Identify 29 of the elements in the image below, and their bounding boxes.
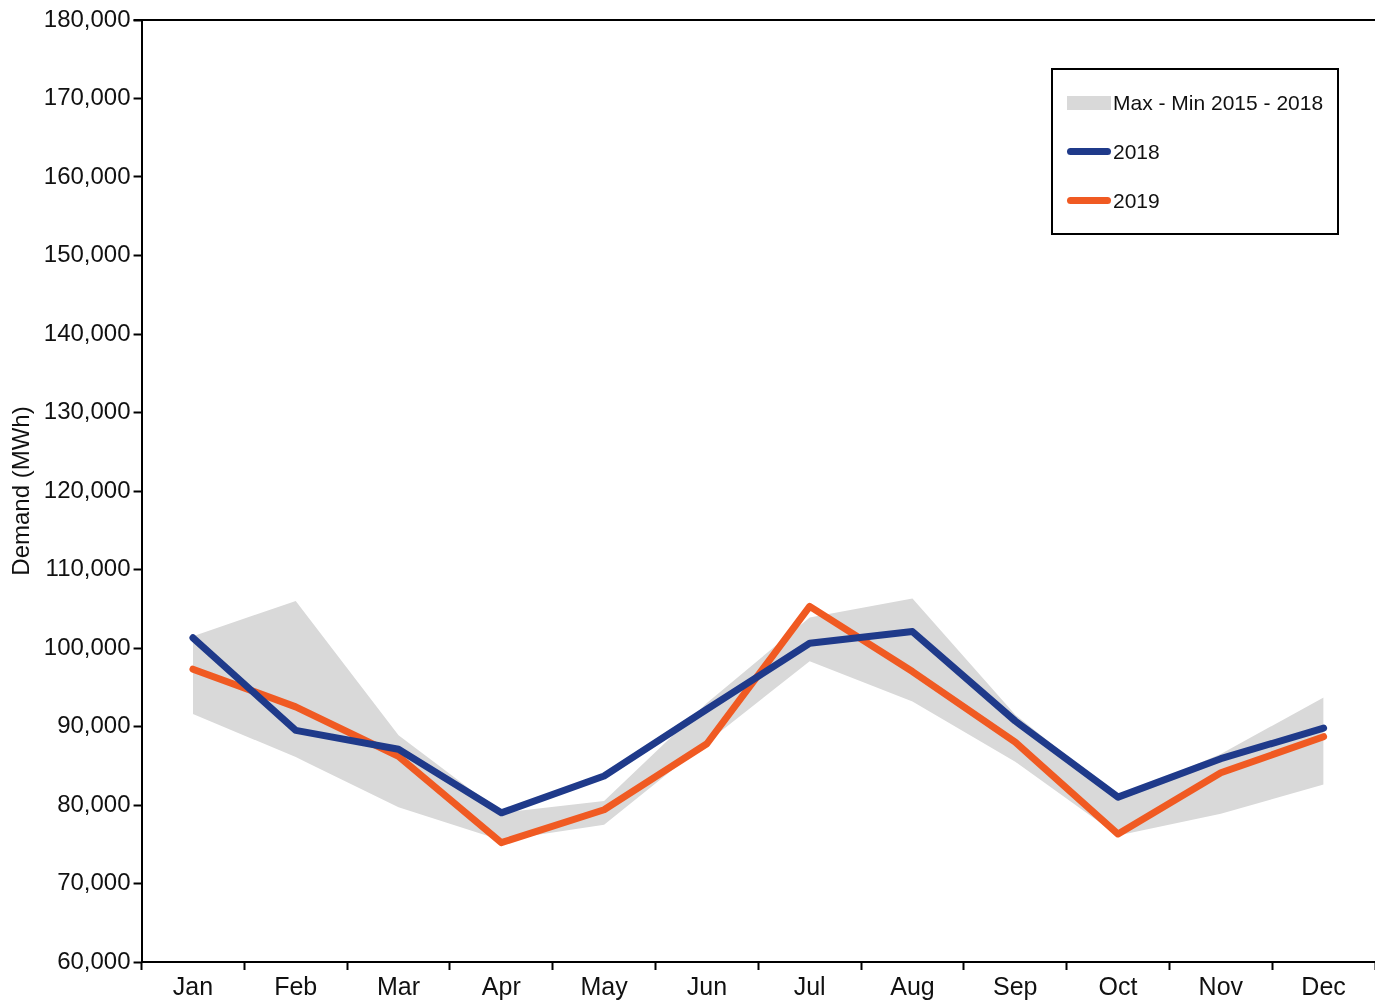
x-tick-label: Sep [993,971,1038,1000]
y-tick-label: 140,000 [43,318,131,346]
x-tick-label: Dec [1301,971,1346,1000]
legend-label: 2019 [1113,188,1160,213]
x-tick-label: May [580,971,629,1000]
x-tick-label: Feb [274,971,318,1000]
y-tick-label: 70,000 [57,868,131,896]
legend-label: 2018 [1113,139,1160,164]
y-tick-label: 150,000 [43,240,131,268]
y-tick-label: 90,000 [57,711,131,739]
y-tick-label: 80,000 [57,789,131,817]
y-tick-label: 170,000 [43,83,131,111]
x-tick-label: Nov [1198,971,1244,1000]
y-tick-label: 60,000 [57,946,131,974]
x-tick-label: Jan [172,971,214,1000]
x-tick-label: Oct [1098,971,1138,1000]
x-tick-label: Jul [793,971,826,1000]
legend-label: Max - Min 2015 - 2018 [1113,90,1324,115]
x-tick-label: Apr [481,971,521,1000]
y-tick-label: 110,000 [45,554,131,582]
y-tick-label: 180,000 [43,4,131,32]
y-axis-title: Demand (MWh) [7,406,35,576]
y-tick-label: 100,000 [43,632,131,660]
y-tick-label: 130,000 [43,397,131,425]
x-tick-label: Mar [376,971,421,1000]
y-tick-label: 160,000 [43,161,131,189]
y-tick-label: 120,000 [43,475,131,503]
x-tick-label: Aug [890,971,935,1000]
x-tick-label: Jun [686,971,728,1000]
